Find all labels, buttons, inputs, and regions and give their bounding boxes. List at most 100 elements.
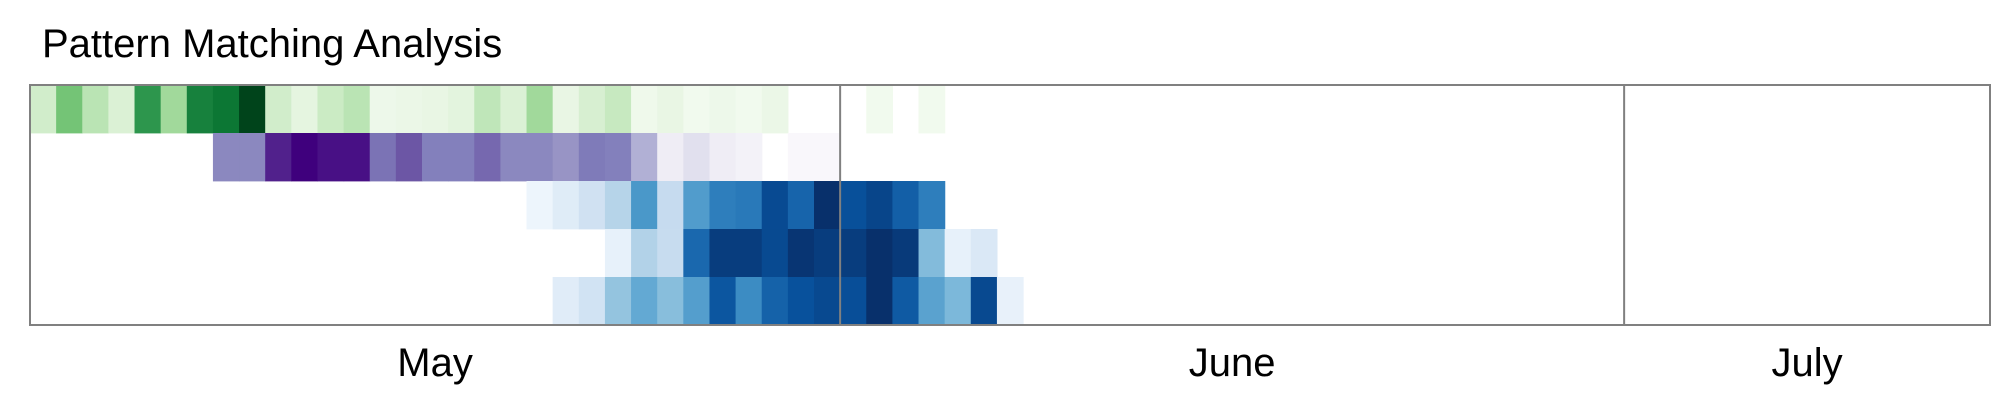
heatmap-cell — [317, 85, 345, 134]
heatmap-cell — [814, 133, 841, 182]
heatmap-cell — [239, 85, 266, 134]
heatmap-cell — [631, 277, 658, 326]
heatmap-cell — [866, 85, 893, 134]
heatmap-cell — [944, 277, 972, 326]
heatmap-cell — [578, 277, 606, 326]
heatmap-cell — [526, 85, 554, 134]
heatmap-cell — [814, 229, 841, 278]
heatmap-cell — [918, 277, 946, 326]
heatmap-cell — [82, 85, 109, 134]
heatmap-cell — [709, 277, 737, 326]
heatmap-cell — [239, 133, 266, 182]
heatmap-cell — [186, 85, 214, 134]
heatmap-cell — [448, 85, 475, 134]
heatmap-cell — [866, 181, 893, 230]
heatmap-cell — [56, 85, 83, 134]
heatmap-cell — [657, 133, 684, 182]
heatmap-cell — [631, 85, 658, 134]
heatmap-cell — [709, 133, 737, 182]
heatmap-cell — [422, 85, 449, 134]
heatmap-cell — [500, 133, 528, 182]
heatmap-cell — [552, 85, 580, 134]
heatmap-cell — [604, 133, 632, 182]
heatmap-cell — [735, 181, 763, 230]
heatmap-cell — [892, 181, 920, 230]
heatmap-cell — [657, 181, 684, 230]
heatmap-cell — [709, 181, 737, 230]
heatmap-cell — [761, 181, 789, 230]
heatmap-cell — [291, 85, 319, 134]
heatmap-cell — [657, 229, 684, 278]
heatmap-cell — [683, 133, 711, 182]
heatmap-cell — [840, 181, 867, 230]
heatmap-cell — [212, 85, 240, 134]
heatmap-cell — [317, 133, 345, 182]
heatmap-cell — [840, 229, 867, 278]
heatmap-cell — [604, 181, 632, 230]
heatmap-cell — [395, 133, 423, 182]
heatmap-cell — [265, 133, 292, 182]
heatmap-cell — [108, 85, 136, 134]
heatmap-cell — [578, 85, 606, 134]
heatmap-cell — [970, 229, 998, 278]
heatmap-cell — [787, 229, 815, 278]
heatmap-cell — [657, 277, 684, 326]
heatmap-cell — [918, 229, 946, 278]
heatmap-cell — [631, 229, 658, 278]
heatmap-cell — [970, 277, 998, 326]
plot-frame — [29, 84, 1991, 326]
heatmap-cell — [212, 133, 240, 182]
heatmap-cell — [787, 181, 815, 230]
heatmap-cell — [918, 85, 946, 134]
heatmap-cell — [343, 85, 371, 134]
heatmap-cell — [526, 133, 554, 182]
heatmap-cell — [395, 85, 423, 134]
heatmap-cell — [448, 133, 475, 182]
heatmap-cell — [369, 133, 397, 182]
heatmap-cell — [866, 229, 893, 278]
heatmap-cell — [552, 277, 580, 326]
chart-title: Pattern Matching Analysis — [42, 22, 503, 66]
heatmap-cell — [604, 85, 632, 134]
heatmap-cell — [474, 133, 501, 182]
heatmap-cell — [604, 277, 632, 326]
heatmap-cell — [735, 85, 763, 134]
heatmap-cell — [761, 229, 789, 278]
heatmap-cell — [761, 277, 789, 326]
heatmap-cell — [134, 85, 162, 134]
heatmap-cell — [918, 181, 946, 230]
heatmap-cell — [683, 181, 711, 230]
heatmap-cell — [840, 277, 867, 326]
heatmap-cell — [944, 229, 972, 278]
heatmap-cell — [500, 85, 528, 134]
heatmap-cell — [892, 229, 920, 278]
heatmap-cell — [683, 277, 711, 326]
heatmap-cell — [474, 85, 501, 134]
heatmap-cell — [265, 85, 292, 134]
heatmap-cell — [631, 133, 658, 182]
heatmap-cell — [683, 85, 711, 134]
month-label: July — [1771, 341, 1843, 385]
heatmap-cell — [866, 277, 893, 326]
heatmap-cell — [996, 277, 1024, 326]
heatmap-cell — [160, 85, 188, 134]
heatmap-cell — [683, 229, 711, 278]
heatmap-cell — [709, 85, 737, 134]
month-label: May — [397, 341, 473, 385]
heatmap-cell — [30, 85, 57, 134]
heatmap-cell — [552, 133, 580, 182]
heatmap-cell — [526, 181, 554, 230]
heatmap-cell — [604, 229, 632, 278]
heatmap-cell — [735, 229, 763, 278]
heatmap-cell — [814, 277, 841, 326]
heatmap-cell — [892, 277, 920, 326]
heatmap-cell — [787, 277, 815, 326]
heatmap-cell — [735, 133, 763, 182]
heatmap-cell — [657, 85, 684, 134]
heatmap-cell — [631, 181, 658, 230]
heatmap-cell — [578, 133, 606, 182]
heatmap-cell — [787, 133, 815, 182]
heatmap-cell — [291, 133, 319, 182]
